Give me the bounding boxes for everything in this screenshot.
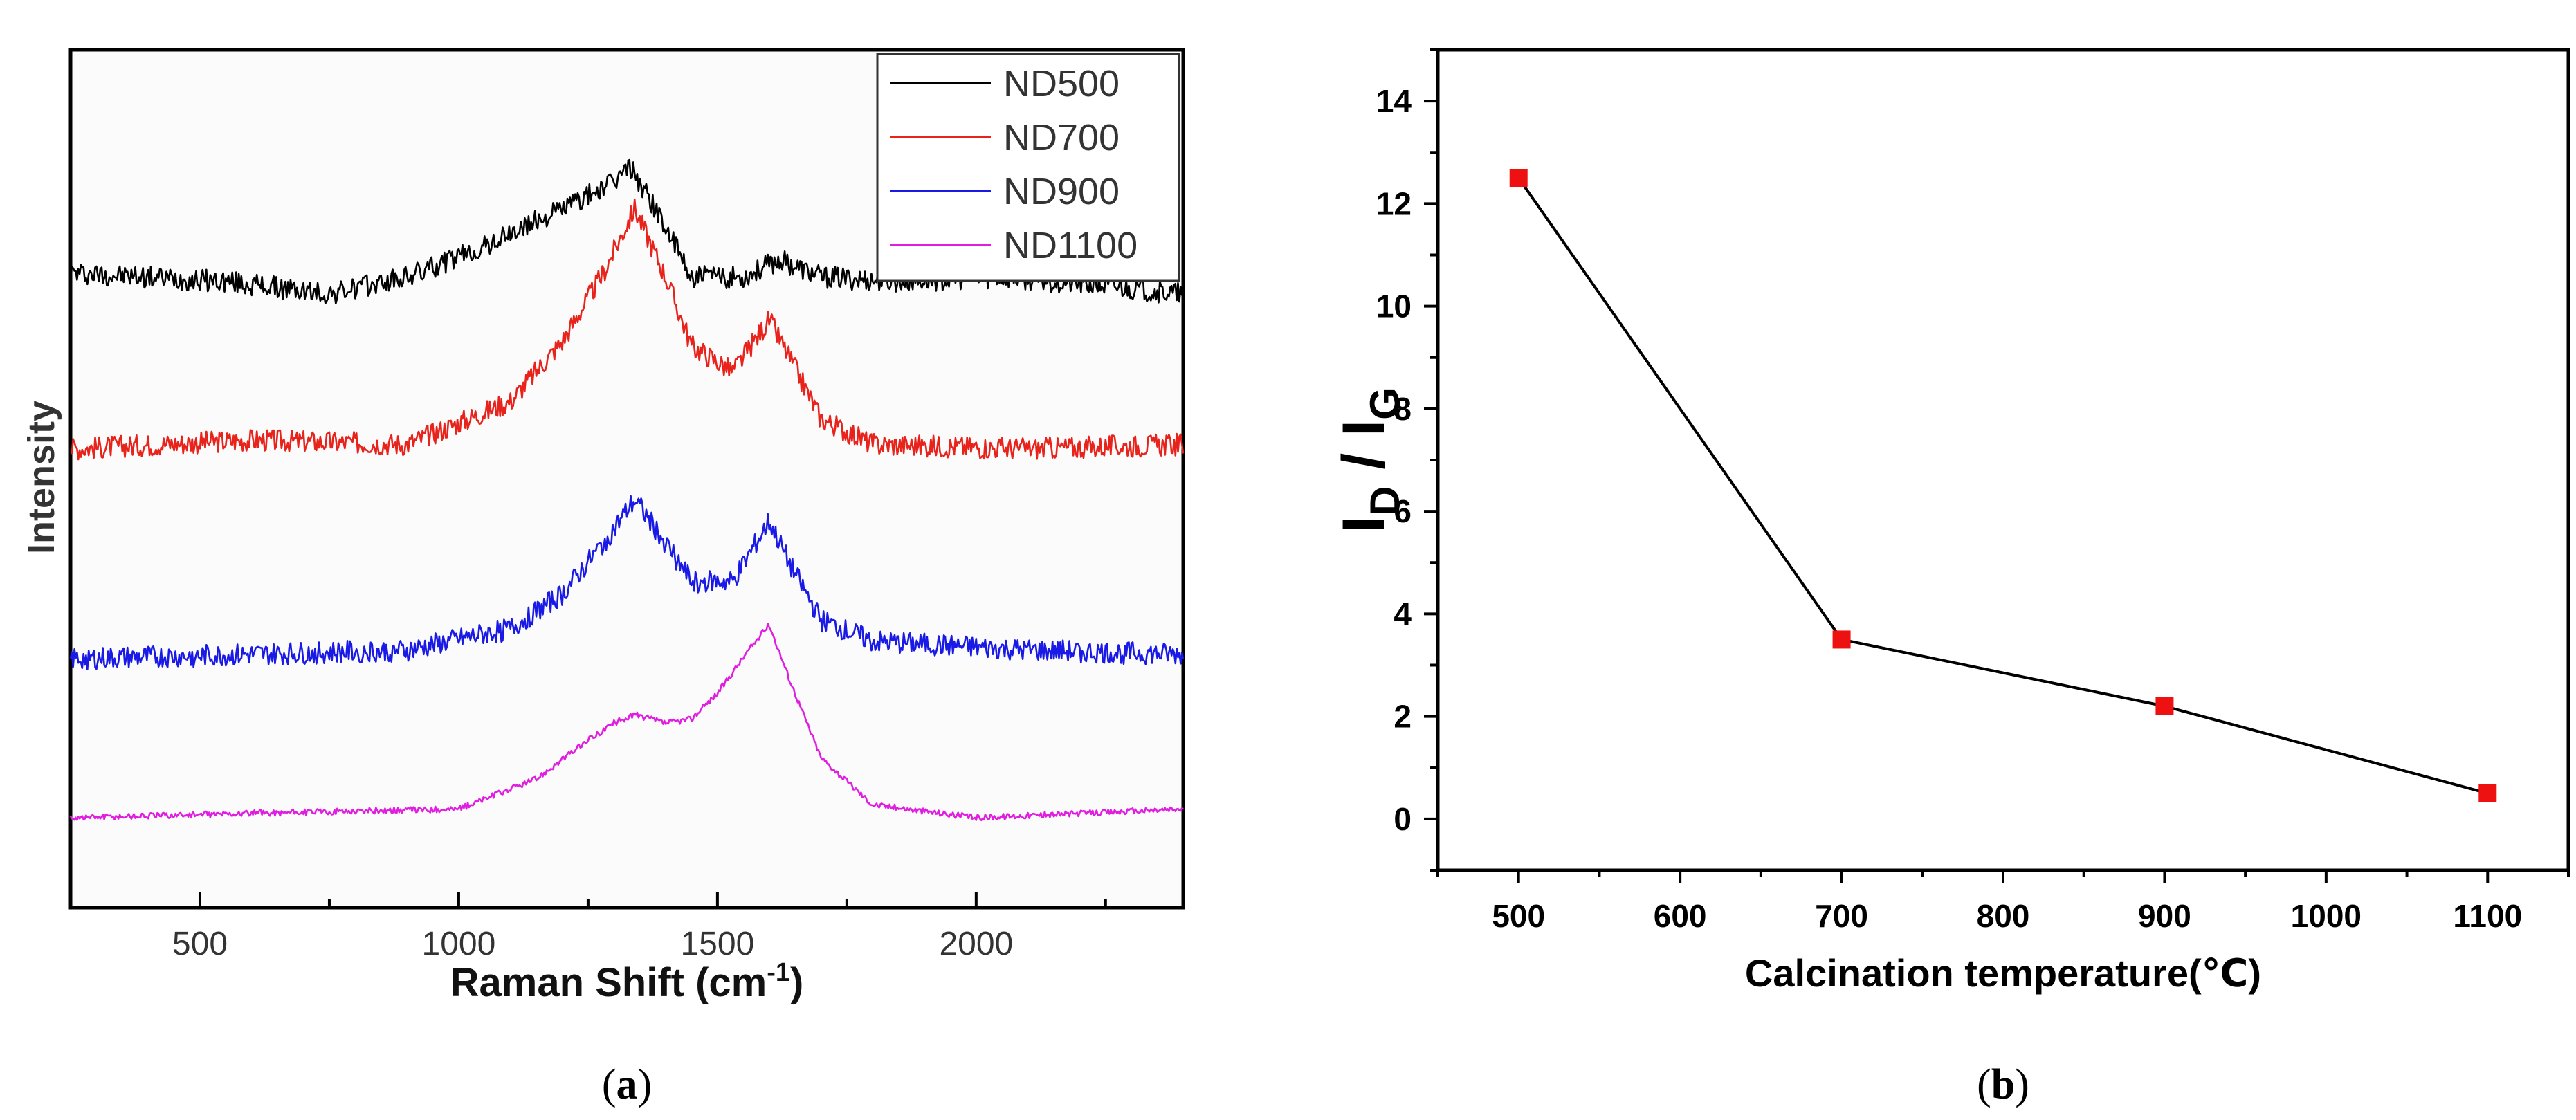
panel-b-x-tick-label: 800 — [1977, 898, 2030, 934]
panel-b-series-line — [1517, 177, 2488, 795]
panel-a-x-tick-label: 500 — [172, 926, 228, 962]
legend-label-nd500: ND500 — [1003, 63, 1120, 104]
series-nd700 — [70, 198, 1185, 461]
panel-a-x-label-sup: -1 — [767, 958, 790, 987]
panel-b-data-point — [1832, 630, 1851, 649]
panel-a-x-label-main: Raman Shift (cm — [450, 960, 767, 1005]
panel-a-y-axis-label: Intensity — [21, 401, 62, 554]
panel-a-x-label-close: ) — [790, 960, 803, 1005]
panel-b-y-label-sub-d: D — [1362, 486, 1408, 516]
panel-a-legend-box — [876, 53, 1180, 282]
panel-b-data-point — [2155, 697, 2174, 715]
panel-b-x-tick-label: 900 — [2138, 898, 2191, 934]
panel-a-x-tick-label: 1500 — [680, 926, 754, 962]
panel-b-data-point — [1509, 169, 1528, 187]
panel-a-caption: (a) — [602, 1061, 652, 1108]
panel-b-caption: (b) — [1977, 1061, 2029, 1108]
panel-b-x-tick-label: 1100 — [2453, 898, 2522, 934]
panel-b-y-tick-label: 10 — [1376, 288, 1412, 324]
legend-label-nd700: ND700 — [1003, 117, 1120, 158]
panel-b-y-tick-label: 12 — [1376, 185, 1412, 221]
panel-b-y-tick-label: 2 — [1394, 699, 1412, 735]
panel-b-y-tick-label: 4 — [1394, 596, 1412, 632]
panel-b-x-tick-label: 600 — [1654, 898, 1707, 934]
panel-b-y-tick-label: 0 — [1394, 801, 1412, 837]
panel-b-y-tick-label: 8 — [1394, 391, 1412, 427]
panel-b-series-group — [1509, 169, 2497, 802]
panel-b-ticks: 500 600 700 800 900 1000 1100 0 2 4 6 8 10 12 14 — [1376, 48, 2570, 934]
panel-b-plot-frame — [1436, 48, 2570, 872]
panel-b-y-axis-label: ID / IG — [1331, 387, 1408, 533]
panel-b-x-tick-label: 500 — [1492, 898, 1545, 934]
panel-a-legend: ND500 ND700 ND900 ND1100 — [876, 53, 1180, 282]
panel-b-id-ig-chart: 500 600 700 800 900 1000 1100 0 2 4 6 8 10 12 14 ID / … — [1331, 48, 2570, 1108]
panel-a-x-ticks: 500 1000 1500 2000 — [69, 892, 1107, 962]
panel-b-y-label-sub-g: G — [1362, 387, 1408, 420]
panel-b-x-tick-label: 700 — [1815, 898, 1868, 934]
panel-a-x-tick-label: 2000 — [939, 926, 1013, 962]
panel-a-x-tick-label: 1000 — [422, 926, 496, 962]
panel-a-x-axis-label: Raman Shift (cm-1) — [450, 958, 804, 1005]
panel-b-x-axis-label: Calcination temperature(℃) — [1745, 951, 2261, 995]
legend-label-nd900: ND900 — [1003, 171, 1120, 212]
panel-b-y-label-mid: / I — [1331, 420, 1397, 486]
panel-b-data-point — [2478, 784, 2497, 802]
panel-b-x-tick-label: 1000 — [2291, 898, 2362, 934]
panel-a-raman-chart: 500 1000 1500 2000 Intensity Raman Shift (c… — [21, 48, 1185, 1108]
panel-b-y-label-i: I — [1331, 516, 1397, 533]
panel-b-y-tick-label: 14 — [1376, 83, 1412, 119]
series-nd1100 — [69, 623, 1184, 821]
legend-label-nd1100: ND1100 — [1003, 225, 1138, 266]
series-nd900 — [69, 495, 1185, 671]
panel-b-y-tick-label: 6 — [1394, 493, 1412, 529]
